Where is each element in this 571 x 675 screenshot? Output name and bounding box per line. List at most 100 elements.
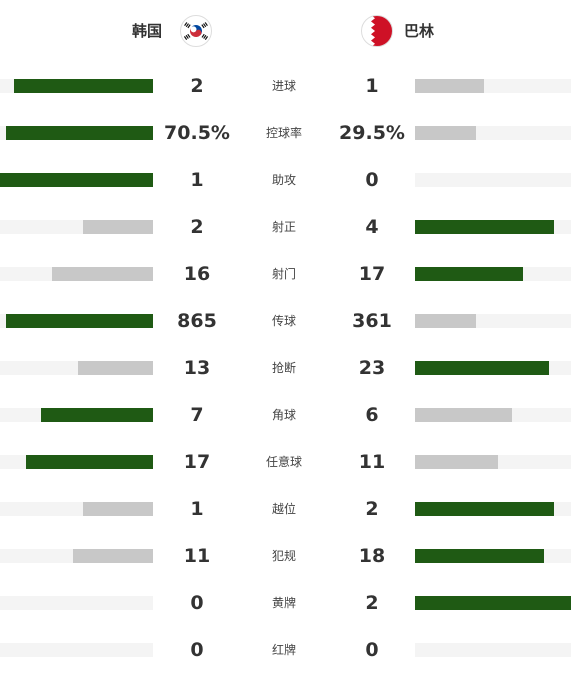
match-header: 韩国 (0, 0, 571, 64)
away-stat-value: 0 (365, 169, 379, 191)
home-stat-bar (14, 79, 153, 93)
home-stat-bar-track (0, 79, 153, 93)
away-stat-bar-track (415, 502, 571, 516)
home-stat-bar (0, 173, 153, 187)
stat-row: 0 红牌 0 (0, 628, 571, 675)
home-stat-value: 70.5% (164, 122, 230, 144)
home-stat-bar-track (0, 408, 153, 422)
stat-row: 0 黄牌 2 (0, 581, 571, 628)
stat-label: 进球 (271, 79, 296, 93)
away-stat-bar (415, 361, 549, 375)
away-stat-bar-track (415, 643, 571, 657)
away-stat-bar (415, 549, 544, 563)
home-stat-value: 0 (190, 639, 204, 661)
away-stat-bar-track (415, 549, 571, 563)
stat-row: 11 犯规 18 (0, 534, 571, 581)
away-stat-bar-track (415, 361, 571, 375)
away-stat-value: 23 (358, 357, 386, 379)
bahrain-flag-icon (361, 15, 393, 47)
away-stat-value: 11 (358, 451, 386, 473)
home-stat-bar-track (0, 596, 153, 610)
home-stat-value: 2 (190, 216, 204, 238)
away-stat-value: 361 (352, 310, 392, 332)
away-stat-bar-track (415, 79, 571, 93)
away-stat-bar (415, 455, 498, 469)
home-stat-bar-track (0, 220, 153, 234)
home-stat-value: 1 (190, 498, 204, 520)
away-stat-value: 2 (365, 498, 379, 520)
home-stat-bar (83, 220, 153, 234)
home-team-name: 韩国 (132, 22, 163, 40)
stat-label: 抢断 (271, 361, 296, 375)
stat-label: 越位 (271, 502, 296, 516)
stat-label: 射正 (271, 220, 296, 234)
home-stat-value: 13 (183, 357, 211, 379)
away-stat-value: 0 (365, 639, 379, 661)
home-stat-bar-track (0, 643, 153, 657)
stat-row: 2 进球 1 (0, 64, 571, 111)
stat-label: 角球 (271, 408, 296, 422)
stat-row: 70.5% 控球率 29.5% (0, 111, 571, 158)
home-stat-bar (83, 502, 153, 516)
home-stat-value: 7 (190, 404, 204, 426)
away-stat-value: 1 (365, 75, 379, 97)
away-stat-bar (415, 267, 523, 281)
away-stat-bar (415, 314, 476, 328)
match-stats-list: 2 进球 1 70.5% 控球率 29.5% 1 助攻 0 2 射正 4 16 射门 17 865 传球 361 1… (0, 64, 571, 675)
away-stat-value: 4 (365, 216, 379, 238)
home-stat-bar (41, 408, 153, 422)
home-stat-bar-track (0, 549, 153, 563)
home-stat-bar (78, 361, 153, 375)
home-stat-value: 17 (183, 451, 211, 473)
south-korea-flag-icon (180, 15, 212, 47)
stat-row: 7 角球 6 (0, 393, 571, 440)
stat-label: 黄牌 (271, 596, 296, 610)
home-stat-bar (6, 314, 153, 328)
home-stat-bar-track (0, 314, 153, 328)
home-stat-bar (73, 549, 153, 563)
home-stat-bar (6, 126, 153, 140)
stat-label: 射门 (271, 267, 296, 281)
away-stat-bar (415, 126, 476, 140)
stat-row: 17 任意球 11 (0, 440, 571, 487)
home-stat-value: 16 (183, 263, 211, 285)
home-stat-bar-track (0, 126, 153, 140)
away-stat-bar-track (415, 314, 571, 328)
home-stat-value: 0 (190, 592, 204, 614)
away-stat-bar-track (415, 173, 571, 187)
stat-row: 2 射正 4 (0, 205, 571, 252)
away-stat-value: 6 (365, 404, 379, 426)
stat-row: 865 传球 361 (0, 299, 571, 346)
away-stat-bar (415, 79, 484, 93)
home-stat-bar (26, 455, 153, 469)
away-stat-bar-track (415, 126, 571, 140)
home-stat-value: 1 (190, 169, 204, 191)
away-stat-value: 29.5% (339, 122, 405, 144)
stat-row: 13 抢断 23 (0, 346, 571, 393)
away-stat-bar-track (415, 220, 571, 234)
stat-label: 任意球 (265, 455, 302, 469)
away-stat-value: 2 (365, 592, 379, 614)
away-stat-bar-track (415, 267, 571, 281)
home-stat-value: 2 (190, 75, 204, 97)
away-stat-bar (415, 502, 554, 516)
home-stat-value: 11 (183, 545, 211, 567)
away-stat-value: 17 (358, 263, 386, 285)
stat-row: 16 射门 17 (0, 252, 571, 299)
home-stat-bar-track (0, 502, 153, 516)
away-stat-bar (415, 596, 571, 610)
home-stat-bar-track (0, 267, 153, 281)
away-stat-value: 18 (358, 545, 386, 567)
away-stat-bar-track (415, 455, 571, 469)
stat-label: 红牌 (271, 643, 296, 657)
home-stat-bar-track (0, 455, 153, 469)
stat-label: 控球率 (265, 126, 302, 140)
stat-row: 1 越位 2 (0, 487, 571, 534)
away-team-name: 巴林 (404, 22, 435, 40)
home-stat-bar-track (0, 361, 153, 375)
home-stat-bar (52, 267, 153, 281)
home-stat-bar-track (0, 173, 153, 187)
away-stat-bar-track (415, 408, 571, 422)
away-stat-bar (415, 408, 512, 422)
stat-row: 1 助攻 0 (0, 158, 571, 205)
